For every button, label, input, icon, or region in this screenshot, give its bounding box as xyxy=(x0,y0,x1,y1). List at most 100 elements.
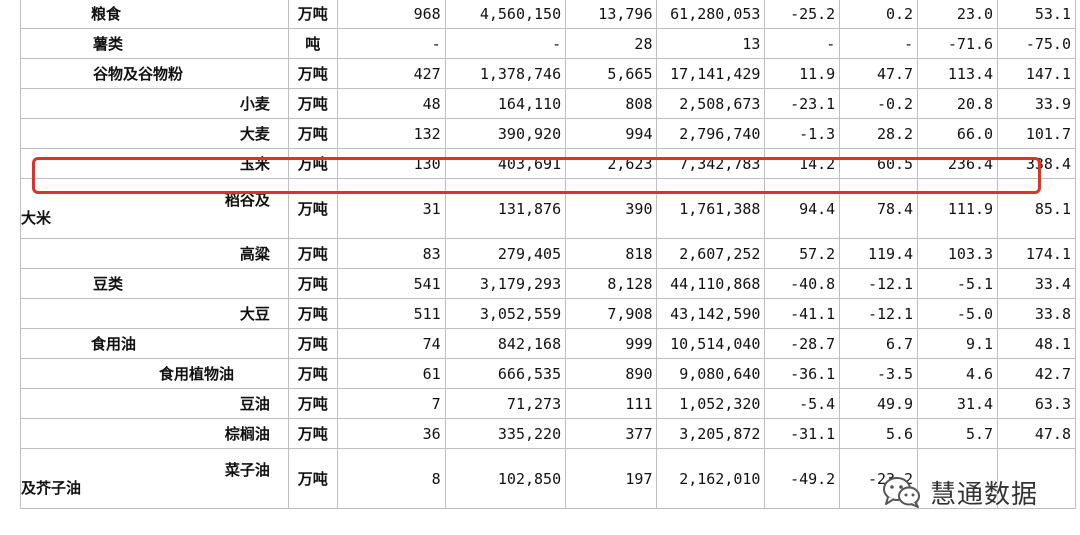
value-cell: 103.3 xyxy=(917,238,999,269)
row-label: 大豆 xyxy=(20,298,289,329)
value-cell: 83 xyxy=(336,238,446,269)
row-label: 稻谷及 大米 xyxy=(20,178,289,239)
value-cell: 427 xyxy=(336,58,446,89)
value-cell: 11.9 xyxy=(764,58,841,89)
value-cell: 9,080,640 xyxy=(656,358,766,389)
value-cell: 2,508,673 xyxy=(656,88,766,119)
value-cell: 78.4 xyxy=(839,178,919,239)
value-cell: 31 xyxy=(336,178,446,239)
value-cell: 111 xyxy=(565,388,658,419)
value-cell: 808 xyxy=(565,88,658,119)
value-cell: 20.8 xyxy=(917,88,999,119)
row-label: 薯类 xyxy=(20,28,289,59)
value-cell: 49.9 xyxy=(839,388,919,419)
value-cell: - xyxy=(764,28,841,59)
unit-cell: 万吨 xyxy=(287,88,338,119)
value-cell: -5.0 xyxy=(917,298,999,329)
value-cell: 23.0 xyxy=(917,0,999,29)
row-label: 食用油 xyxy=(20,328,289,359)
value-cell: -12.1 xyxy=(839,298,919,329)
value-cell: 335,220 xyxy=(444,418,567,449)
value-cell: 130 xyxy=(336,148,446,179)
value-cell: 5.6 xyxy=(839,418,919,449)
row-label: 菜子油 及芥子油 xyxy=(20,448,289,509)
value-cell: 994 xyxy=(565,118,658,149)
value-cell: 9.1 xyxy=(917,328,999,359)
value-cell: -31.1 xyxy=(764,418,841,449)
value-cell: 66.0 xyxy=(917,118,999,149)
value-cell: 47.7 xyxy=(839,58,919,89)
unit-cell: 万吨 xyxy=(287,238,338,269)
table-row: 豆油 万吨 7 71,273 111 1,052,320 -5.4 49.9 3… xyxy=(20,388,1076,419)
value-cell: -40.8 xyxy=(764,268,841,299)
value-cell: 33.9 xyxy=(997,88,1076,119)
unit-cell: 万吨 xyxy=(287,178,338,239)
value-cell: 74 xyxy=(336,328,446,359)
value-cell: 10,514,040 xyxy=(656,328,766,359)
unit-cell: 吨 xyxy=(287,28,338,59)
value-cell: 28.2 xyxy=(839,118,919,149)
value-cell: 2,607,252 xyxy=(656,238,766,269)
value-cell: -41.1 xyxy=(764,298,841,329)
value-cell: 31.4 xyxy=(917,388,999,419)
value-cell: 113.4 xyxy=(917,58,999,89)
value-cell: 8,128 xyxy=(565,268,658,299)
value-cell: -12.1 xyxy=(839,268,919,299)
value-cell: 1,761,388 xyxy=(656,178,766,239)
value-cell: 33.4 xyxy=(997,268,1076,299)
unit-cell: 万吨 xyxy=(287,358,338,389)
value-cell: 111.9 xyxy=(917,178,999,239)
value-cell: 5,665 xyxy=(565,58,658,89)
value-cell: 47.8 xyxy=(997,418,1076,449)
value-cell: 7,908 xyxy=(565,298,658,329)
value-cell: 43,142,590 xyxy=(656,298,766,329)
value-cell: -28.7 xyxy=(764,328,841,359)
table-row: 大麦 万吨 132 390,920 994 2,796,740 -1.3 28.… xyxy=(20,118,1076,149)
value-cell: 968 xyxy=(336,0,446,29)
value-cell: 7 xyxy=(336,388,446,419)
value-cell: 94.4 xyxy=(764,178,841,239)
row-label: 棕榈油 xyxy=(20,418,289,449)
value-cell: 2,162,010 xyxy=(656,448,766,509)
value-cell: 511 xyxy=(336,298,446,329)
row-label: 豆类 xyxy=(20,268,289,299)
value-cell: 3,052,559 xyxy=(444,298,567,329)
value-cell xyxy=(917,448,999,509)
value-cell: 33.8 xyxy=(997,298,1076,329)
value-cell: -49.2 xyxy=(764,448,841,509)
value-cell: -0.2 xyxy=(839,88,919,119)
value-cell: 61,280,053 xyxy=(656,0,766,29)
table-row: 食用植物油 万吨 61 666,535 890 9,080,640 -36.1 … xyxy=(20,358,1076,389)
unit-cell: 万吨 xyxy=(287,388,338,419)
value-cell: 60.5 xyxy=(839,148,919,179)
unit-cell: 万吨 xyxy=(287,118,338,149)
table-row: 大豆 万吨 511 3,052,559 7,908 43,142,590 -41… xyxy=(20,298,1076,329)
value-cell: 2,623 xyxy=(565,148,658,179)
unit-cell: 万吨 xyxy=(287,298,338,329)
value-cell xyxy=(997,448,1076,509)
value-cell: 377 xyxy=(565,418,658,449)
value-cell: 48 xyxy=(336,88,446,119)
row-label: 食用植物油 xyxy=(20,358,289,389)
value-cell: 119.4 xyxy=(839,238,919,269)
value-cell: 666,535 xyxy=(444,358,567,389)
table-row: 棕榈油 万吨 36 335,220 377 3,205,872 -31.1 5.… xyxy=(20,418,1076,449)
value-cell: -3.5 xyxy=(839,358,919,389)
unit-cell: 万吨 xyxy=(287,418,338,449)
value-cell: 28 xyxy=(565,28,658,59)
value-cell: -5.1 xyxy=(917,268,999,299)
value-cell: 2,796,740 xyxy=(656,118,766,149)
watermark: 慧通数据 xyxy=(882,470,1062,514)
row-label-line-2: 及芥子油 xyxy=(21,478,82,497)
table-row: 菜子油 及芥子油 万吨 8 102,850 197 2,162,010 -49.… xyxy=(20,448,1076,509)
value-cell: 131,876 xyxy=(444,178,567,239)
value-cell: 236.4 xyxy=(917,148,999,179)
unit-cell: 万吨 xyxy=(287,148,338,179)
value-cell: 44,110,868 xyxy=(656,268,766,299)
value-cell: 57.2 xyxy=(764,238,841,269)
value-cell: 4.6 xyxy=(917,358,999,389)
row-label: 玉米 xyxy=(20,148,289,179)
value-cell: 403,691 xyxy=(444,148,567,179)
value-cell: -5.4 xyxy=(764,388,841,419)
value-cell: 1,052,320 xyxy=(656,388,766,419)
